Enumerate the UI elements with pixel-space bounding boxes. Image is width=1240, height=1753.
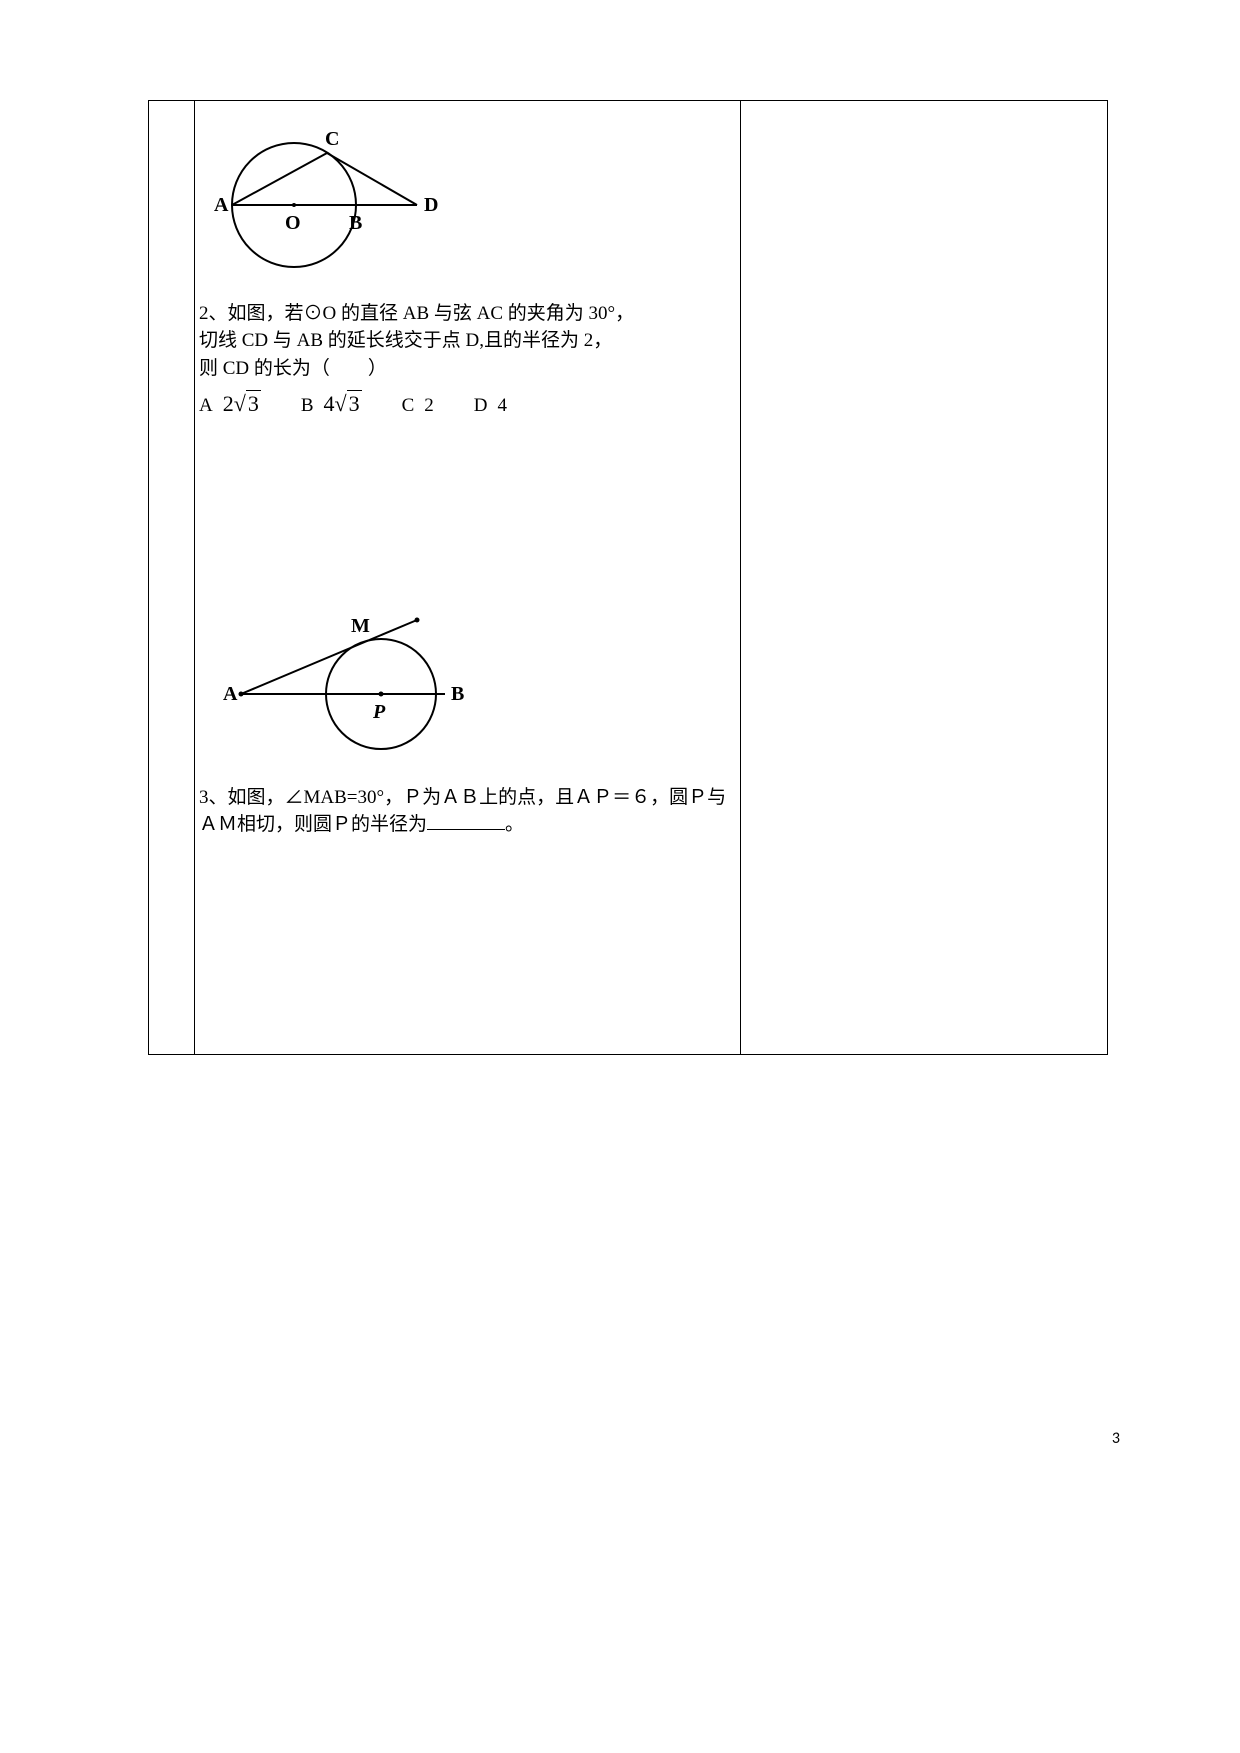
q3-diagram: A B M P bbox=[213, 598, 736, 772]
table-col-left bbox=[149, 101, 195, 1054]
q3-label-b: B bbox=[451, 683, 464, 705]
page: A B C D O 2、如图，若⊙O 的直径 AB 与弦 AC 的夹角为 30°… bbox=[0, 0, 1240, 1753]
q3-line2-post: 。 bbox=[505, 814, 524, 835]
q2-opt-b-rad: 3 bbox=[347, 390, 362, 416]
q2-center-dot bbox=[292, 203, 296, 207]
q2-line3: 则 CD 的长为（ ） bbox=[199, 355, 736, 383]
table-col-right bbox=[741, 101, 1107, 1054]
q3-answer-blank[interactable] bbox=[427, 813, 505, 830]
q3-dot-mend bbox=[415, 618, 420, 623]
q2-opt-b-label: B bbox=[301, 392, 314, 420]
q2-label-o: O bbox=[285, 212, 301, 234]
q2-label-a: A bbox=[214, 194, 229, 216]
spacer-1 bbox=[199, 420, 736, 590]
q2-opt-c-value[interactable]: 2 bbox=[424, 392, 434, 420]
q3-text: 3、如图，∠MAB=30°，Ｐ为ＡＢ上的点，且ＡＰ＝６，圆Ｐ与 ＡＭ相切，则圆Ｐ… bbox=[199, 784, 736, 839]
q2-opt-b-value[interactable]: 4√3 bbox=[324, 388, 362, 420]
q3-line2: ＡＭ相切，则圆Ｐ的半径为 。 bbox=[199, 811, 736, 839]
q2-opt-a-coef: 2 bbox=[223, 391, 234, 416]
q2-label-c: C bbox=[325, 128, 339, 150]
table-col-content: A B C D O 2、如图，若⊙O 的直径 AB 与弦 AC 的夹角为 30°… bbox=[195, 101, 741, 1054]
q2-svg: A B C D O bbox=[199, 119, 459, 279]
q2-opt-a-value[interactable]: 2√3 bbox=[223, 388, 261, 420]
q2-opt-b-coef: 4 bbox=[324, 391, 335, 416]
q3-line-am bbox=[241, 620, 417, 694]
q2-opt-a-rad: 3 bbox=[246, 390, 261, 416]
q2-line1: 2、如图，若⊙O 的直径 AB 与弦 AC 的夹角为 30°， bbox=[199, 300, 736, 328]
q2-label-d: D bbox=[424, 194, 438, 216]
q2-text: 2、如图，若⊙O 的直径 AB 与弦 AC 的夹角为 30°， 切线 CD 与 … bbox=[199, 300, 736, 383]
page-number: 3 bbox=[1112, 1429, 1120, 1448]
content-table: A B C D O 2、如图，若⊙O 的直径 AB 与弦 AC 的夹角为 30°… bbox=[148, 100, 1108, 1055]
q3-dot-a bbox=[239, 692, 244, 697]
q3-dot-p bbox=[379, 692, 384, 697]
q2-options: A 2√3 B 4√3 C 2 D 4 bbox=[199, 388, 736, 420]
q3-line2-pre: ＡＭ相切，则圆Ｐ的半径为 bbox=[199, 814, 427, 835]
q2-opt-d-label: D bbox=[474, 392, 488, 420]
q2-opt-c-label: C bbox=[402, 392, 415, 420]
q3-label-a: A bbox=[223, 683, 238, 705]
q2-opt-d-value[interactable]: 4 bbox=[498, 392, 508, 420]
q2-line2: 切线 CD 与 AB 的延长线交于点 D,且的半径为 2， bbox=[199, 327, 736, 355]
q2-diagram: A B C D O bbox=[199, 119, 736, 288]
q3-line1: 3、如图，∠MAB=30°，Ｐ为ＡＢ上的点，且ＡＰ＝６，圆Ｐ与 bbox=[199, 784, 736, 812]
q3-label-p: P bbox=[372, 701, 386, 723]
q3-label-m: M bbox=[351, 615, 370, 637]
q2-opt-a-label: A bbox=[199, 392, 213, 420]
q2-line-ac bbox=[232, 153, 327, 205]
q2-line-cd bbox=[327, 153, 417, 205]
q3-svg: A B M P bbox=[213, 598, 483, 763]
q2-label-b: B bbox=[349, 212, 362, 234]
